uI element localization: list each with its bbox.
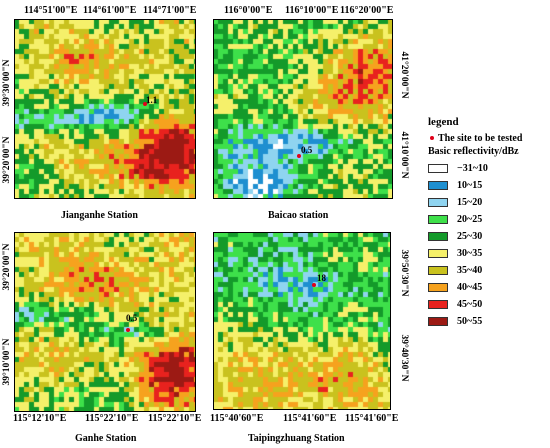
left-tick: 39°30'00"N — [2, 59, 12, 107]
left-tick: 39°20'00"N — [2, 136, 12, 184]
map-panel-taipingzhuang: 18 — [213, 232, 391, 410]
legend-swatch — [428, 164, 448, 173]
top-tick: 116°20'00"E — [340, 5, 394, 16]
bottom-tick: 115°40'60"E — [210, 413, 264, 424]
legend-swatch — [428, 317, 448, 326]
test-site-marker — [297, 154, 301, 158]
legend-class-item: 50~55 — [428, 313, 548, 330]
bottom-tick: 115°12'10"E — [13, 413, 67, 424]
map-panel-ganhe: 0.5 — [14, 232, 196, 412]
legend-class-item: 30~35 — [428, 245, 548, 262]
legend-swatch — [428, 198, 448, 207]
site-value: 0.5 — [126, 313, 138, 323]
top-tick: 114°51'00"E — [24, 5, 78, 16]
top-tick: 116°10'00"E — [285, 5, 339, 16]
legend-class-item: 35~40 — [428, 262, 548, 279]
left-tick: 39°10'00"N — [2, 338, 12, 386]
legend-class-item: 15~20 — [428, 194, 548, 211]
top-tick: 114°61'00"E — [83, 5, 137, 16]
legend-class-label: 40~45 — [457, 282, 483, 293]
legend-class-label: 30~35 — [457, 248, 483, 259]
legend-title: legend — [428, 116, 459, 128]
legend-class-item: 20~25 — [428, 211, 548, 228]
site-value: 1.1 — [146, 95, 158, 105]
test-site-marker — [126, 328, 130, 332]
left-tick: 39°20'00"N — [2, 243, 12, 291]
bottom-tick: 115°22'10"E — [148, 413, 202, 424]
legend-site-label: The site to be tested — [438, 133, 523, 144]
reflectivity-map-taipingzhuang — [213, 232, 391, 410]
map-panel-jianganhe: 1.1 — [14, 19, 196, 199]
legend-class-item: 10~15 — [428, 177, 548, 194]
legend-class-item: 25~30 — [428, 228, 548, 245]
legend-swatch — [428, 181, 448, 190]
legend-class-label: 45~50 — [457, 299, 483, 310]
station-name: Ganhe Station — [75, 433, 137, 444]
legend-swatch — [428, 215, 448, 224]
legend-class-item: 45~50 — [428, 296, 548, 313]
legend-class-label: 25~30 — [457, 231, 483, 242]
reflectivity-map-ganhe — [14, 232, 196, 412]
legend-class-label: 50~55 — [457, 316, 483, 327]
legend-class-item: 40~45 — [428, 279, 548, 296]
legend: legend The site to be tested Basic refle… — [428, 116, 548, 330]
bottom-tick: 115°41'60"E — [283, 413, 337, 424]
legend-class-label: 35~40 — [457, 265, 483, 276]
legend-swatch — [428, 249, 448, 258]
top-tick: 116°0'00"E — [224, 5, 273, 16]
station-name: Taipingzhuang Station — [248, 433, 345, 444]
map-panel-baicao: 0.5 — [213, 19, 393, 199]
right-tick: 39°40'30"N — [399, 334, 409, 382]
site-value: 18 — [317, 273, 326, 283]
test-site-marker — [312, 283, 316, 287]
legend-class-label: 15~20 — [457, 197, 483, 208]
legend-swatch — [428, 283, 448, 292]
bottom-tick: 115°41'60"E — [345, 413, 399, 424]
station-name: Baicao station — [268, 210, 329, 221]
reflectivity-map-baicao — [213, 19, 393, 199]
test-site-marker — [143, 102, 147, 106]
top-tick: 114°71'00"E — [143, 5, 197, 16]
bottom-tick: 115°22'10"E — [85, 413, 139, 424]
legend-swatch — [428, 266, 448, 275]
site-value: 0.5 — [301, 145, 313, 155]
legend-class-label: 20~25 — [457, 214, 483, 225]
test-site-dot-icon — [430, 136, 434, 141]
right-tick: 39°50'30"N — [399, 249, 409, 297]
legend-class-label: 10~15 — [457, 180, 483, 191]
legend-swatch — [428, 300, 448, 309]
legend-class-item: −31~10 — [428, 160, 548, 177]
legend-classes: −31~10 10~15 15~20 20~25 25~30 30~35 35~40 40~4… — [428, 160, 548, 330]
legend-subtitle: Basic reflectivity/dBz — [428, 146, 519, 157]
legend-class-label: −31~10 — [457, 163, 488, 174]
station-name: Jianganhe Station — [61, 210, 138, 221]
reflectivity-map-jianganhe — [14, 19, 196, 199]
legend-swatch — [428, 232, 448, 241]
right-tick: 41°20'00"N — [399, 51, 409, 99]
right-tick: 41°10'00"N — [399, 131, 409, 179]
legend-site-entry: The site to be tested — [428, 133, 548, 144]
